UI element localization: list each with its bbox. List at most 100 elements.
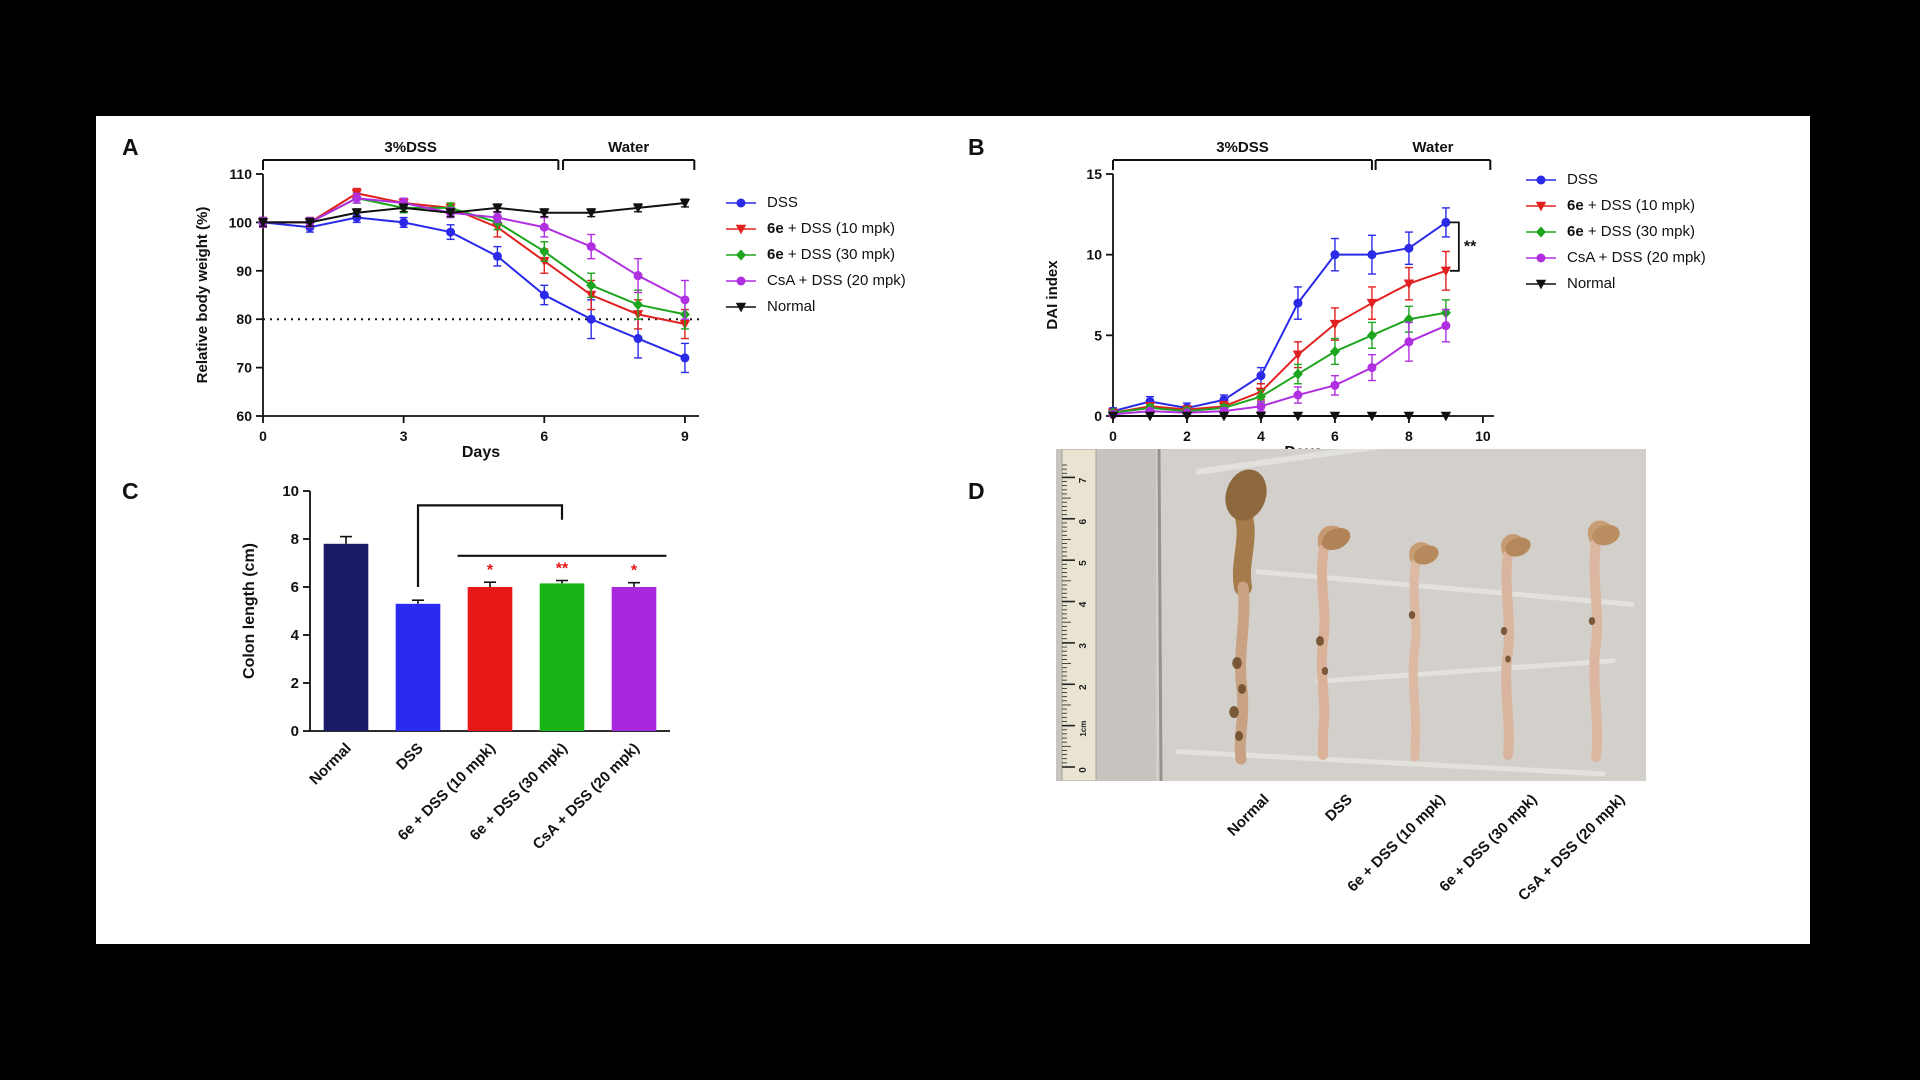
legend-marker-icon: [726, 198, 756, 207]
panel-b-label: B: [968, 134, 985, 160]
svg-text:1cm: 1cm: [1079, 721, 1088, 737]
svg-text:6: 6: [1078, 519, 1089, 525]
legend-item-csa-dss-20-mpk-: CsA + DSS (20 mpk): [724, 272, 1024, 289]
svg-text:9: 9: [681, 428, 689, 444]
svg-text:0: 0: [259, 428, 267, 444]
panel-c-label: C: [122, 478, 139, 504]
colon-specimen: [1587, 520, 1620, 762]
svg-text:60: 60: [236, 408, 252, 424]
svg-text:**: **: [1464, 239, 1477, 256]
svg-text:Water: Water: [608, 139, 649, 156]
legend-item-normal: Normal: [1524, 275, 1809, 292]
colon-specimen: [1408, 542, 1439, 762]
svg-text:70: 70: [236, 360, 252, 376]
legend-marker-icon: [1526, 226, 1556, 237]
legend-label: CsA + DSS (20 mpk): [1567, 249, 1706, 266]
legend-marker-icon: [1526, 279, 1556, 289]
legend-label: DSS: [1567, 171, 1598, 188]
series-6e + DSS (30 mpk): [1108, 299, 1451, 419]
series-6e + DSS (10 mpk): [1107, 250, 1452, 419]
svg-text:3: 3: [400, 428, 408, 444]
svg-text:4: 4: [1078, 601, 1089, 607]
legend-item-6e-dss-10-mpk-: 6e + DSS (10 mpk): [724, 220, 1024, 237]
panel-d-label: D: [968, 478, 985, 504]
bar-6e + DSS (10 mpk): [467, 587, 513, 731]
svg-text:2: 2: [1078, 684, 1089, 690]
svg-text:0: 0: [1109, 428, 1117, 444]
svg-text:4: 4: [291, 627, 300, 644]
colon-photo: 7 6 5 4 3 2 1cm 0: [1056, 449, 1646, 781]
panel-a-label: A: [122, 134, 139, 160]
colon-specimen: [1316, 525, 1351, 760]
svg-text:0: 0: [291, 723, 299, 740]
svg-text:6: 6: [1331, 428, 1339, 444]
body-weight-chart: 60 70 80 90 100 110 0 3 6 9 Days Relative body weig…: [191, 128, 711, 466]
svg-text:8: 8: [291, 531, 299, 548]
legend-marker-icon: [1526, 175, 1556, 184]
legend-label: 6e + DSS (30 mpk): [1567, 223, 1695, 240]
svg-text:**: **: [556, 561, 569, 578]
specimen-label: 6e + DSS (30 mpk): [1435, 791, 1541, 896]
svg-text:*: *: [631, 563, 638, 580]
svg-text:DAI index: DAI index: [1044, 260, 1061, 330]
svg-text:10: 10: [1475, 428, 1491, 444]
svg-text:Days: Days: [462, 444, 500, 461]
bar-DSS: [395, 603, 441, 731]
legend-label: DSS: [767, 194, 798, 211]
svg-text:DSS: DSS: [393, 740, 427, 774]
legend-item-6e-dss-10-mpk-: 6e + DSS (10 mpk): [1524, 197, 1809, 214]
legend-item-csa-dss-20-mpk-: CsA + DSS (20 mpk): [1524, 249, 1809, 266]
legend-item-dss: DSS: [1524, 171, 1809, 188]
panel-d-labels: Normal DSS 6e + DSS (10 mpk) 6e + DSS (30 m…: [1056, 781, 1646, 941]
legend-label: 6e + DSS (30 mpk): [767, 246, 895, 263]
svg-text:2: 2: [1183, 428, 1191, 444]
series-CsA + DSS (20 mpk): [1108, 308, 1451, 419]
svg-text:0: 0: [1078, 767, 1089, 773]
legend-label: 6e + DSS (10 mpk): [1567, 197, 1695, 214]
bar-Normal: [323, 543, 369, 731]
colon-specimen: [1225, 469, 1267, 765]
svg-text:0: 0: [1094, 408, 1102, 424]
legend-marker-icon: [726, 224, 756, 234]
panel_a-plot: 60 70 80 90 100 110 0 3 6 9 Days Relative body weig…: [194, 139, 699, 461]
svg-text:Colon length (cm): Colon length (cm): [241, 543, 258, 679]
colon-specimen: [1500, 534, 1531, 760]
svg-text:3%DSS: 3%DSS: [1216, 139, 1269, 156]
legend-label: Normal: [767, 298, 816, 315]
legend-marker-icon: [726, 276, 756, 285]
specimen-label: DSS: [1322, 791, 1357, 825]
legend-item-dss: DSS: [724, 194, 1024, 211]
svg-text:8: 8: [1405, 428, 1413, 444]
svg-text:4: 4: [1257, 428, 1265, 444]
series-Normal: [257, 198, 691, 228]
svg-text:3: 3: [1078, 643, 1089, 649]
axes: [1106, 173, 1494, 423]
legend-marker-icon: [726, 249, 756, 260]
svg-text:110: 110: [229, 166, 252, 182]
legend-item-normal: Normal: [724, 298, 1024, 315]
series-DSS: [258, 212, 690, 374]
colon-photo-plot: 7 6 5 4 3 2 1cm 0: [1056, 449, 1646, 781]
svg-text:10: 10: [1086, 247, 1102, 263]
legend-marker-icon: [1526, 201, 1556, 211]
bar-6e + DSS (30 mpk): [539, 583, 585, 731]
specimen-label: Normal: [1224, 791, 1274, 840]
panel-a-legend: DSS 6e + DSS (10 mpk) 6e + DSS (30 mpk) CsA…: [724, 194, 1024, 315]
axes: [256, 173, 699, 423]
svg-text:15: 15: [1086, 166, 1102, 182]
svg-text:Relative body weight (%): Relative body weight (%): [194, 207, 211, 384]
bar-CsA + DSS (20 mpk): [611, 587, 657, 731]
legend-marker-icon: [1526, 253, 1556, 262]
svg-text:7: 7: [1078, 477, 1089, 483]
legend-item-6e-dss-30-mpk-: 6e + DSS (30 mpk): [724, 246, 1024, 263]
legend-label: Normal: [1567, 275, 1616, 292]
svg-text:5: 5: [1078, 560, 1089, 566]
legend-label: 6e + DSS (10 mpk): [767, 220, 895, 237]
svg-text:100: 100: [229, 214, 253, 230]
figure-area: A B C D 60 70 80 90 100 110 0 3 6 9 Days Relative b…: [96, 116, 1810, 944]
svg-text:*: *: [487, 562, 494, 579]
